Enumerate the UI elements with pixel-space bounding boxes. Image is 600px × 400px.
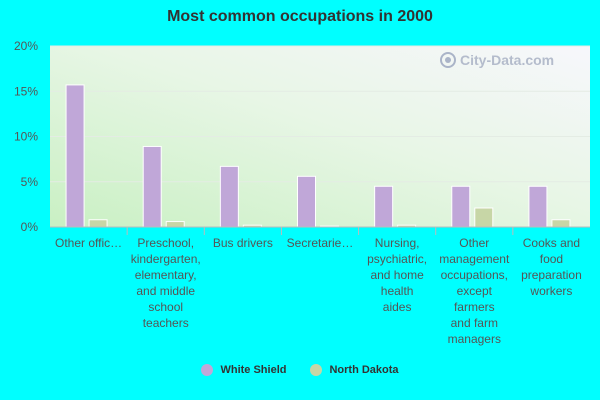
y-tick-label: 15% [14, 84, 38, 98]
legend-label-north-dakota: North Dakota [329, 364, 399, 376]
x-tick-label: Preschool, kindergarten, elementary, and mi… [131, 236, 201, 330]
bar-north-dakota[interactable] [165, 221, 185, 228]
x-tick-label: Secretarie… [287, 236, 354, 250]
legend-swatch-white-shield [201, 364, 214, 376]
x-tick-label: Bus drivers [213, 236, 273, 250]
legend: White Shield North Dakota [0, 364, 600, 376]
y-tick-label: 0% [21, 220, 39, 234]
bar-white-shield[interactable] [65, 84, 85, 228]
bar-north-dakota[interactable] [474, 207, 494, 228]
bar-white-shield[interactable] [528, 185, 548, 228]
bar-white-shield[interactable] [374, 185, 394, 228]
legend-item-north-dakota: North Dakota [310, 364, 399, 376]
legend-label-white-shield: White Shield [220, 364, 287, 376]
legend-swatch-north-dakota [310, 364, 323, 376]
y-tick-label: 5% [21, 175, 39, 189]
bar-white-shield[interactable] [142, 145, 162, 228]
bar-white-shield[interactable] [451, 185, 471, 228]
watermark-text: City-Data.com [460, 52, 554, 68]
x-tick-label: Nursing, psychiatric, and home health aides [367, 236, 427, 314]
bar-north-dakota[interactable] [88, 219, 108, 228]
x-tick-label: Other management occupations, except farmers… [439, 236, 510, 346]
bar-white-shield[interactable] [297, 175, 316, 228]
chart-title: Most common occupations in 2000 [167, 8, 433, 25]
bar-north-dakota[interactable] [551, 219, 571, 228]
x-tick-label: Cooks and food preparation workers [521, 236, 582, 298]
watermark: City-Data.com [440, 52, 554, 68]
legend-item-white-shield: White Shield [201, 364, 286, 376]
y-tick-label: 20% [14, 39, 38, 53]
y-tick-label: 10% [14, 130, 38, 144]
bar-white-shield[interactable] [219, 165, 239, 228]
x-tick-label: Other offic… [55, 236, 122, 250]
